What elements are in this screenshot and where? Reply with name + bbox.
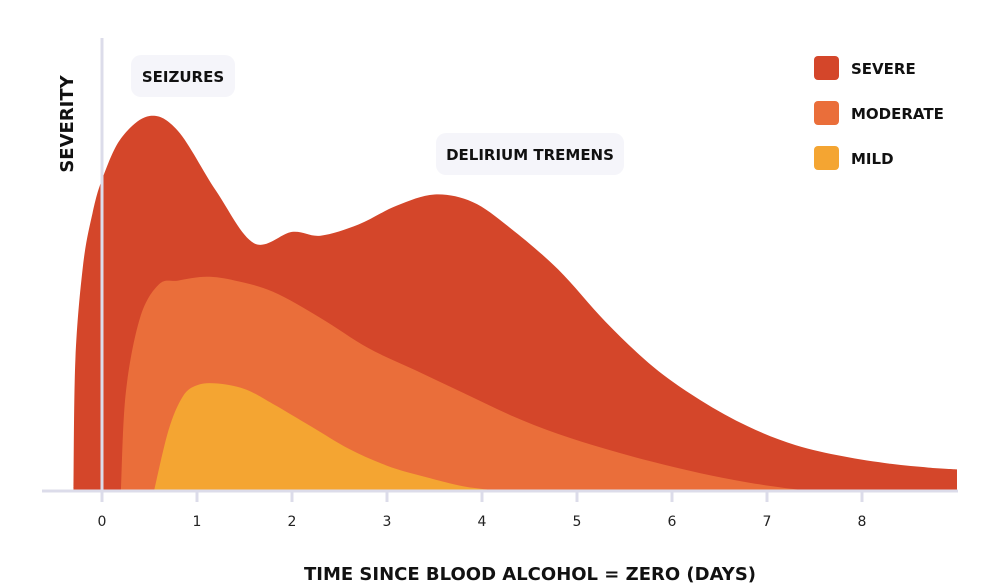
annotations: SEIZURES DELIRIUM TREMENS: [131, 55, 624, 175]
x-tick-label: 3: [383, 514, 392, 530]
area-series-group: [73, 115, 957, 491]
x-axis-label: TIME SINCE BLOOD ALCOHOL = ZERO (DAYS): [304, 564, 756, 585]
x-tick-label: 8: [858, 514, 867, 530]
legend-swatch: [814, 56, 839, 80]
x-axis-ticks: 0 1 2 3 4 5 6 7 8: [98, 490, 867, 530]
legend-item-severe: SEVERE: [814, 56, 916, 80]
legend-item-mild: MILD: [814, 146, 894, 170]
area-mild: [154, 383, 492, 490]
annotation-text: DELIRIUM TREMENS: [446, 146, 614, 164]
x-tick-label: 4: [478, 514, 487, 530]
annotation-text: SEIZURES: [142, 68, 224, 86]
x-tick-label: 1: [193, 514, 202, 530]
y-axis-label: SEVERITY: [57, 74, 78, 172]
legend-swatch: [814, 146, 839, 170]
x-tick-label: 0: [98, 514, 107, 530]
annotation-box: [436, 133, 624, 175]
legend-label: MILD: [851, 150, 894, 168]
annotation-delirium-tremens: DELIRIUM TREMENS: [436, 133, 624, 175]
legend-label: SEVERE: [851, 60, 916, 78]
x-tick-label: 6: [668, 514, 677, 530]
x-tick-label: 2: [288, 514, 297, 530]
x-tick-label: 5: [573, 514, 582, 530]
legend-label: MODERATE: [851, 105, 944, 123]
annotation-box: [131, 55, 235, 97]
annotation-seizures: SEIZURES: [131, 55, 235, 97]
legend-swatch: [814, 101, 839, 125]
legend-item-moderate: MODERATE: [814, 101, 944, 125]
x-tick-label: 7: [763, 514, 772, 530]
legend: SEVERE MODERATE MILD: [814, 56, 944, 170]
